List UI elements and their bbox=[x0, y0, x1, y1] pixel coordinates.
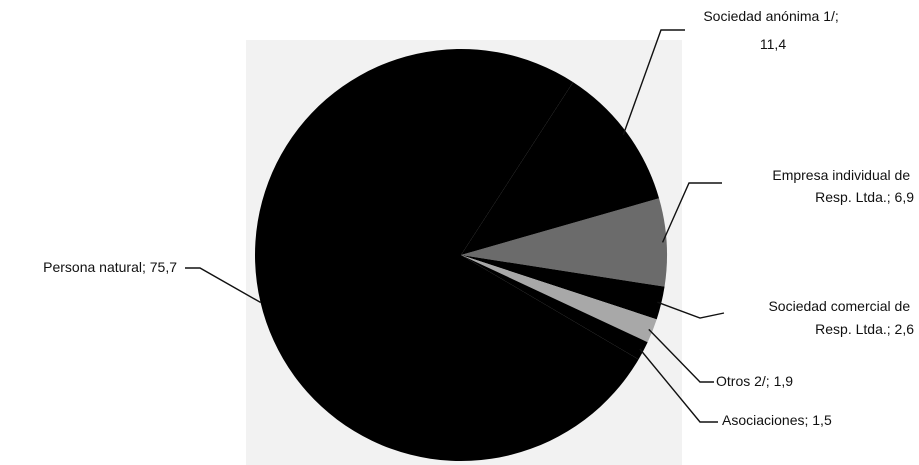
slice-otros bbox=[461, 255, 657, 343]
slice-asociaciones bbox=[461, 255, 648, 360]
label-empresa-individual: Empresa individual de Resp. Ltda.; 6,9 bbox=[772, 167, 914, 205]
pie-slices bbox=[254, 48, 667, 461]
data-labels: Sociedad anónima 1/; 11,4 Empresa indivi… bbox=[43, 8, 914, 428]
slice-empresa-individual bbox=[461, 198, 667, 287]
leader-sociedad-comercial bbox=[657, 301, 725, 319]
leader-sociedad-anonima bbox=[622, 29, 685, 136]
label-persona-natural: Persona natural; 75,7 bbox=[43, 259, 177, 275]
leader-persona-natural bbox=[185, 267, 261, 304]
slice-sociedad-comercial bbox=[461, 255, 665, 320]
leader-otros bbox=[648, 328, 714, 383]
slice-sociedad-anonima bbox=[461, 82, 660, 255]
slice-persona-natural bbox=[254, 48, 639, 461]
label-sociedad-anonima: Sociedad anónima 1/; 11,4 bbox=[703, 8, 842, 52]
label-otros: Otros 2/; 1,9 bbox=[716, 373, 793, 389]
leader-lines bbox=[185, 29, 725, 423]
leader-asociaciones bbox=[639, 348, 718, 423]
leader-empresa-individual bbox=[661, 182, 722, 243]
label-asociaciones: Asociaciones; 1,5 bbox=[722, 412, 832, 428]
label-sociedad-comercial: Sociedad comercial de Resp. Ltda.; 2,6 bbox=[768, 298, 914, 337]
